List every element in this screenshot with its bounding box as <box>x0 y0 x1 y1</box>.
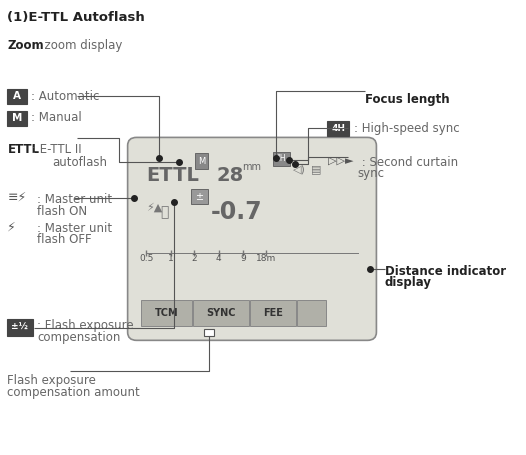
Text: ▤: ▤ <box>311 165 322 175</box>
Text: ▷▷►: ▷▷► <box>328 156 353 166</box>
FancyBboxPatch shape <box>272 152 290 166</box>
Text: : Master unit: : Master unit <box>37 193 113 207</box>
Text: ETTL: ETTL <box>147 166 199 185</box>
Text: Flash exposure: Flash exposure <box>7 374 96 387</box>
Text: 4H: 4H <box>331 124 345 133</box>
Text: : Master unit: : Master unit <box>37 222 113 235</box>
Text: ±½: ±½ <box>12 323 28 332</box>
Text: sync: sync <box>358 167 385 181</box>
Bar <box>204 329 214 336</box>
Text: 28: 28 <box>216 166 243 185</box>
Text: : E-TTL II: : E-TTL II <box>32 143 82 156</box>
Text: -0.7: -0.7 <box>211 200 262 224</box>
Text: 9: 9 <box>240 254 246 263</box>
FancyBboxPatch shape <box>193 300 249 326</box>
Text: 4H: 4H <box>276 154 287 163</box>
FancyBboxPatch shape <box>250 300 296 326</box>
Text: ETTL: ETTL <box>7 143 39 156</box>
Text: autoflash: autoflash <box>52 156 107 169</box>
Text: flash ON: flash ON <box>37 205 87 218</box>
Text: 4: 4 <box>216 254 221 263</box>
Text: : High-speed sync: : High-speed sync <box>353 122 459 135</box>
Text: : Flash exposure: : Flash exposure <box>37 319 134 332</box>
Text: ±: ± <box>195 192 204 202</box>
Text: Zoom: Zoom <box>7 39 44 52</box>
Text: M: M <box>198 157 205 166</box>
FancyBboxPatch shape <box>195 153 208 169</box>
FancyBboxPatch shape <box>7 89 27 104</box>
Text: 18m: 18m <box>256 254 276 263</box>
Text: Focus length: Focus length <box>365 93 450 106</box>
Text: compensation amount: compensation amount <box>7 386 140 399</box>
Text: : Second curtain: : Second curtain <box>358 156 458 169</box>
Text: A: A <box>13 91 21 101</box>
Text: display: display <box>385 276 432 289</box>
Text: 0.5: 0.5 <box>139 254 154 263</box>
Text: (1)E-TTL Autoflash: (1)E-TTL Autoflash <box>7 11 145 25</box>
Text: compensation: compensation <box>37 331 120 344</box>
FancyBboxPatch shape <box>191 189 208 204</box>
Text: : Manual: : Manual <box>31 111 82 124</box>
FancyBboxPatch shape <box>298 300 326 326</box>
Text: TCM: TCM <box>155 308 178 318</box>
Text: flash OFF: flash OFF <box>37 233 92 247</box>
Text: Distance indicator: Distance indicator <box>385 265 506 278</box>
FancyBboxPatch shape <box>7 111 27 126</box>
FancyBboxPatch shape <box>128 137 377 340</box>
Text: : Automatic: : Automatic <box>31 90 99 102</box>
Text: ⚡: ⚡ <box>7 220 16 233</box>
Text: ◁): ◁) <box>293 165 306 175</box>
Text: 1: 1 <box>168 254 174 263</box>
FancyBboxPatch shape <box>7 319 33 336</box>
Text: ⚡▲: ⚡▲ <box>147 202 163 212</box>
Text: FEE: FEE <box>263 308 283 318</box>
Text: 2: 2 <box>191 254 197 263</box>
Text: 🧑: 🧑 <box>160 205 169 219</box>
Text: ≡⚡: ≡⚡ <box>7 191 27 204</box>
Text: : zoom display: : zoom display <box>33 39 122 52</box>
Text: M: M <box>12 113 22 123</box>
Text: mm: mm <box>242 162 261 172</box>
Text: SYNC: SYNC <box>206 308 236 318</box>
FancyBboxPatch shape <box>327 121 349 136</box>
FancyBboxPatch shape <box>141 300 191 326</box>
